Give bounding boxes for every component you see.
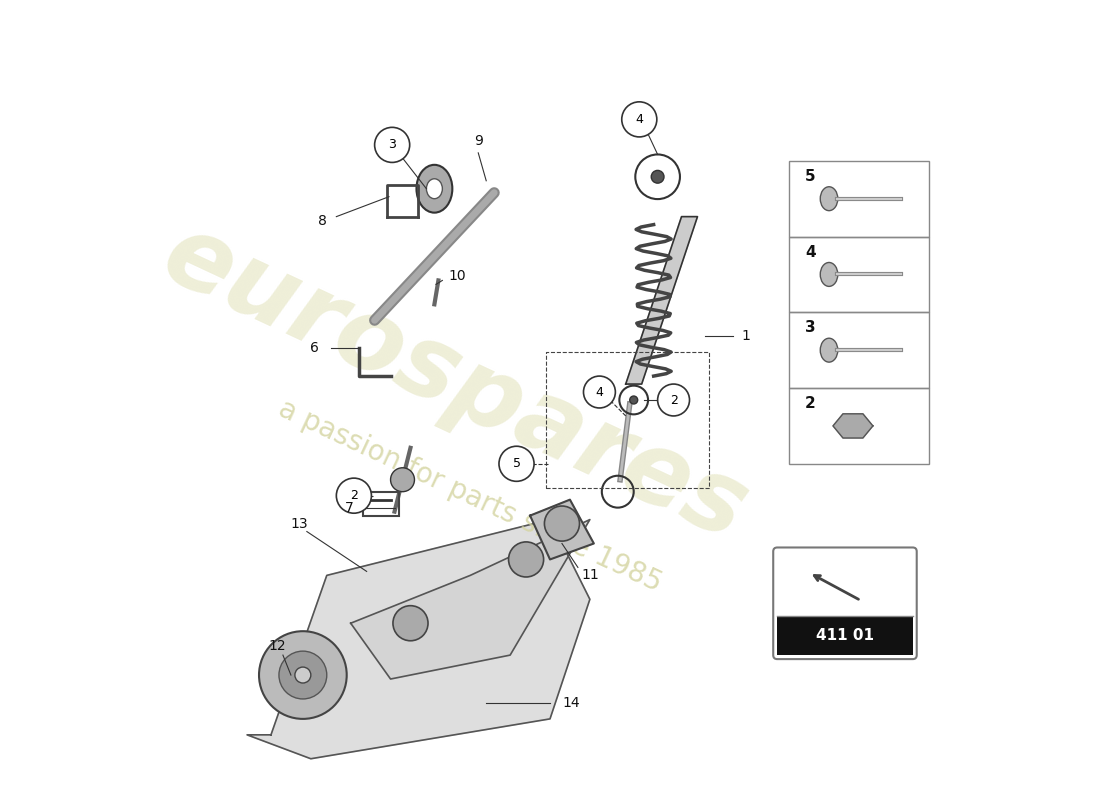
- Circle shape: [508, 542, 543, 577]
- FancyBboxPatch shape: [778, 616, 913, 655]
- Text: 2: 2: [350, 489, 358, 502]
- Text: 411 01: 411 01: [816, 628, 875, 643]
- Circle shape: [295, 667, 311, 683]
- Text: 3: 3: [388, 138, 396, 151]
- Text: 5: 5: [513, 458, 520, 470]
- Text: eurospares: eurospares: [147, 206, 761, 562]
- Polygon shape: [248, 519, 590, 758]
- Circle shape: [393, 606, 428, 641]
- Text: 10: 10: [448, 270, 465, 283]
- Text: 12: 12: [268, 638, 286, 653]
- Polygon shape: [833, 414, 873, 438]
- Ellipse shape: [821, 186, 838, 210]
- Ellipse shape: [417, 165, 452, 213]
- Circle shape: [544, 506, 580, 541]
- Ellipse shape: [821, 262, 838, 286]
- Circle shape: [651, 170, 664, 183]
- Text: 3: 3: [805, 320, 816, 335]
- Circle shape: [629, 396, 638, 404]
- Text: 8: 8: [318, 214, 327, 228]
- Polygon shape: [530, 500, 594, 559]
- Circle shape: [658, 384, 690, 416]
- Circle shape: [621, 102, 657, 137]
- Text: 9: 9: [474, 134, 483, 148]
- Ellipse shape: [821, 338, 838, 362]
- Text: 11: 11: [582, 568, 600, 582]
- Polygon shape: [351, 519, 590, 679]
- Polygon shape: [626, 217, 697, 384]
- Ellipse shape: [427, 178, 442, 198]
- Circle shape: [375, 127, 409, 162]
- Circle shape: [258, 631, 346, 719]
- Text: 4: 4: [636, 113, 644, 126]
- Circle shape: [279, 651, 327, 699]
- Text: 2: 2: [670, 394, 678, 406]
- Text: 4: 4: [595, 386, 604, 398]
- Text: a passion for parts since 1985: a passion for parts since 1985: [274, 394, 667, 597]
- Text: 13: 13: [290, 517, 308, 530]
- Text: 6: 6: [310, 341, 319, 355]
- Circle shape: [337, 478, 372, 514]
- Text: 1: 1: [741, 330, 750, 343]
- Text: 4: 4: [805, 245, 816, 259]
- Text: 2: 2: [805, 396, 816, 411]
- Circle shape: [390, 468, 415, 492]
- Text: 5: 5: [805, 169, 816, 184]
- Text: 14: 14: [562, 696, 580, 710]
- Text: 7: 7: [344, 501, 353, 514]
- FancyBboxPatch shape: [773, 547, 916, 659]
- Circle shape: [499, 446, 535, 482]
- Circle shape: [583, 376, 615, 408]
